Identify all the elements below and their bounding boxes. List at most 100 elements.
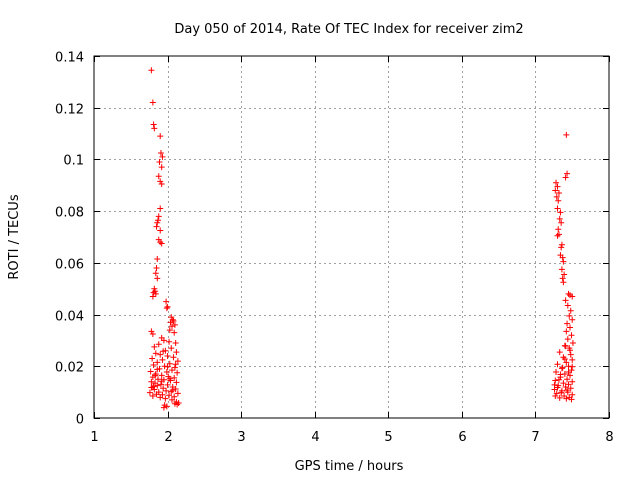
data-point (149, 393, 156, 400)
data-point (158, 372, 165, 379)
data-point (152, 371, 159, 378)
data-point (565, 381, 572, 388)
data-point (556, 394, 563, 401)
data-point (564, 320, 571, 327)
y-tick-label: 0.02 (55, 361, 84, 376)
data-point (170, 318, 177, 325)
data-point (160, 337, 167, 344)
data-point (158, 378, 165, 385)
data-point (164, 381, 171, 388)
data-point (564, 336, 571, 343)
data-point (554, 183, 561, 190)
data-point (569, 356, 576, 363)
data-point (561, 356, 568, 363)
data-point (151, 343, 158, 350)
gridlines (94, 56, 609, 418)
data-point (148, 328, 155, 335)
data-point (565, 363, 572, 370)
y-tick-label: 0.14 (55, 51, 84, 66)
data-point (556, 349, 563, 356)
data-point (155, 341, 162, 348)
data-point (157, 178, 164, 185)
data-point (160, 404, 167, 411)
data-point (555, 197, 562, 204)
data-point (157, 351, 164, 358)
plot-frame (93, 55, 610, 419)
data-point (561, 342, 568, 349)
data-point (166, 360, 173, 367)
data-point (157, 381, 164, 388)
data-point (564, 387, 571, 394)
data-point (555, 226, 562, 233)
data-point (161, 363, 168, 370)
data-point (153, 265, 160, 272)
data-point (172, 361, 179, 368)
x-tick-label: 3 (237, 430, 245, 445)
data-point (567, 372, 574, 379)
data-point (560, 279, 567, 286)
data-point (555, 231, 562, 238)
data-point (569, 391, 576, 398)
data-point (564, 302, 571, 309)
data-point (149, 99, 156, 106)
data-point (155, 213, 162, 220)
data-point (154, 366, 161, 373)
data-point (558, 266, 565, 273)
data-point (162, 395, 169, 402)
data-point (168, 367, 175, 374)
data-point (557, 209, 564, 216)
data-point (558, 389, 565, 396)
data-point (567, 324, 574, 331)
data-point (160, 348, 167, 355)
data-point (154, 255, 161, 262)
data-point (171, 374, 178, 381)
data-point (169, 387, 176, 394)
data-point (155, 376, 162, 383)
data-point (174, 369, 181, 376)
data-point (149, 355, 156, 362)
data-point (150, 121, 157, 128)
data-point (553, 390, 560, 397)
data-point (563, 131, 570, 138)
x-tick-label: 1 (90, 430, 98, 445)
data-point (166, 338, 173, 345)
data-point (166, 392, 173, 399)
data-point (559, 364, 566, 371)
data-point (569, 340, 576, 347)
data-point (152, 288, 159, 295)
data-point (157, 394, 164, 401)
data-point (560, 380, 567, 387)
data-point (553, 193, 560, 200)
data-point (157, 227, 164, 234)
data-point (564, 170, 571, 177)
y-axis-label: ROTI / TECUs (7, 194, 22, 279)
axis-ticks: 1 2 3 4 5 6 7 8 0 0.02 0.04 0.06 0.08 0.1 0.12 0.14 (55, 51, 614, 446)
data-point (154, 359, 161, 366)
data-point (170, 354, 177, 361)
x-tick-label: 8 (605, 430, 613, 445)
data-point (568, 332, 575, 339)
data-point (554, 384, 561, 391)
y-tick-label: 0.08 (55, 206, 84, 221)
data-point (152, 372, 159, 379)
data-point (159, 356, 166, 363)
data-point (569, 316, 576, 323)
data-point (153, 391, 160, 398)
data-point (149, 293, 156, 300)
data-point (152, 270, 159, 277)
data-point (152, 290, 159, 297)
x-tick-label: 2 (164, 430, 172, 445)
data-point (155, 236, 162, 243)
data-point (553, 179, 560, 186)
data-point (569, 378, 576, 385)
data-point (569, 363, 576, 370)
data-point (558, 244, 565, 251)
data-point (171, 321, 178, 328)
data-point (554, 361, 561, 368)
data-point (554, 232, 561, 239)
data-point (563, 359, 570, 366)
data-point (172, 386, 179, 393)
data-point (558, 241, 565, 248)
